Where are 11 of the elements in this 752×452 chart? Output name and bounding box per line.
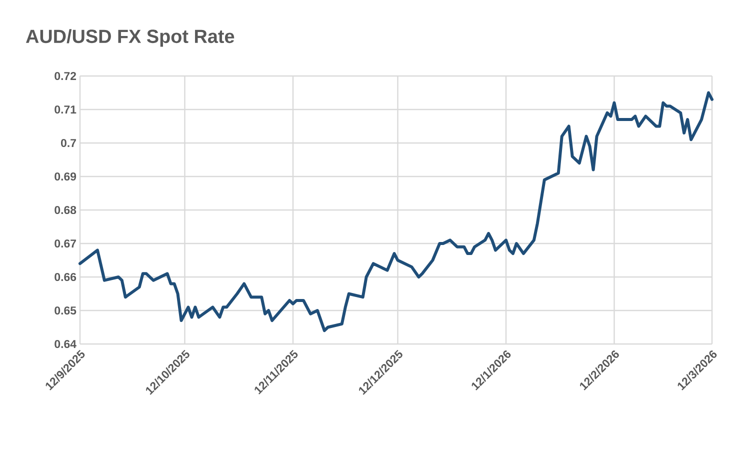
chart-title: AUD/USD FX Spot Rate bbox=[26, 29, 234, 47]
y-tick-label: 0.64 bbox=[54, 340, 76, 348]
y-tick-label: 0.68 bbox=[54, 206, 76, 214]
y-tick-label: 0.69 bbox=[54, 172, 76, 181]
y-tick-label: 0.66 bbox=[54, 272, 76, 282]
y-tick-label: 0.67 bbox=[54, 239, 76, 248]
y-tick-label: 0.71 bbox=[54, 105, 76, 114]
line-series bbox=[78, 91, 714, 332]
y-tick-label: 0.72 bbox=[54, 72, 76, 80]
y-tick-label: 0.7 bbox=[61, 138, 76, 148]
y-tick-label: 0.65 bbox=[54, 306, 76, 315]
